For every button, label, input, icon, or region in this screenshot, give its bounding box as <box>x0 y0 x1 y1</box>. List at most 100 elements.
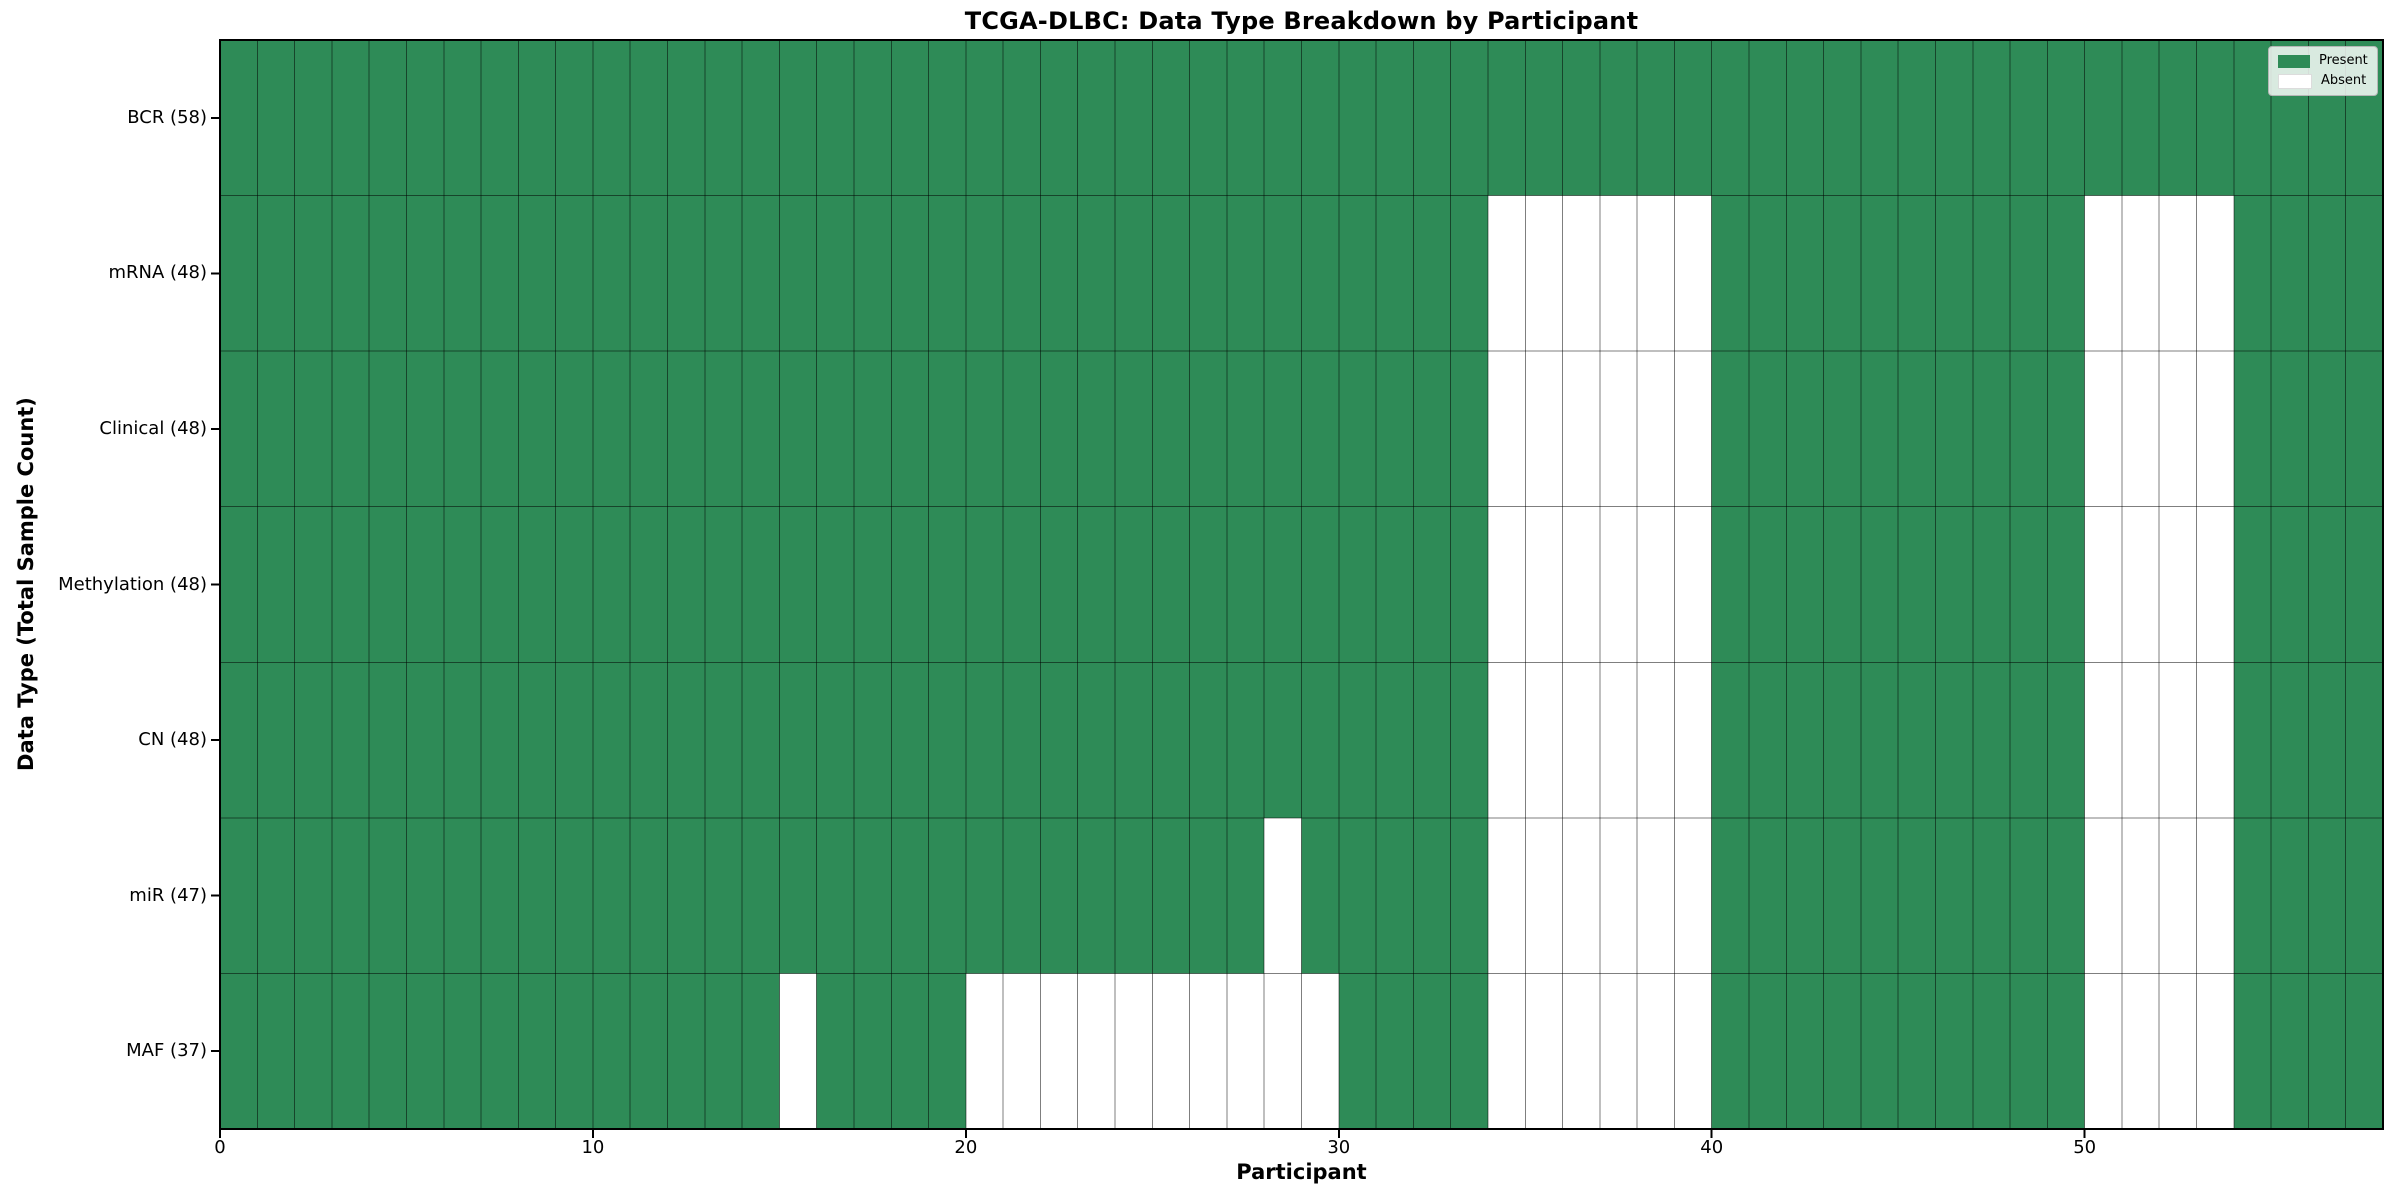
heatmap-cell-miR-34 <box>1487 817 1526 974</box>
legend-item-absent: Absent <box>2278 73 2368 89</box>
heatmap-cell-Clinical-47 <box>1972 351 2011 507</box>
heatmap-cell-CN-20 <box>965 662 1004 818</box>
heatmap-cell-miR-25 <box>1152 817 1190 974</box>
heatmap-cell-Methylation-7 <box>481 506 519 663</box>
x-tick-label-10: 10 <box>581 1137 605 1158</box>
heatmap-cell-mRNA-15 <box>779 195 817 352</box>
heatmap-cell-BCR-40 <box>1711 40 1750 196</box>
heatmap-cell-mRNA-5 <box>406 195 444 352</box>
heatmap-cell-mRNA-44 <box>1860 195 1899 352</box>
heatmap-cell-mRNA-39 <box>1674 195 1712 352</box>
heatmap-cell-Clinical-33 <box>1450 351 1488 507</box>
heatmap-cell-miR-26 <box>1189 817 1227 974</box>
heatmap-cell-mRNA-50 <box>2084 195 2122 352</box>
heatmap-cell-mRNA-20 <box>965 195 1004 352</box>
x-tick-label-50: 50 <box>2073 1137 2097 1158</box>
heatmap-cell-BCR-39 <box>1674 40 1712 196</box>
heatmap-cell-MAF-21 <box>1003 973 1041 1129</box>
heatmap-cell-Clinical-29 <box>1301 351 1339 507</box>
legend-label-present: Present <box>2319 53 2368 68</box>
heatmap-cell-Clinical-16 <box>816 351 854 507</box>
heatmap-cell-Methylation-14 <box>742 506 780 663</box>
heatmap-cell-Methylation-51 <box>2121 506 2160 663</box>
heatmap-cell-Clinical-25 <box>1152 351 1190 507</box>
heatmap-cell-MAF-8 <box>518 973 556 1129</box>
heatmap-cell-CN-56 <box>2308 662 2346 818</box>
heatmap-cell-CN-28 <box>1264 662 1302 818</box>
heatmap-cell-Methylation-26 <box>1189 506 1227 663</box>
heatmap-cell-BCR-8 <box>518 40 556 196</box>
heatmap-cell-miR-10 <box>592 817 631 974</box>
heatmap-cell-CN-47 <box>1972 662 2011 818</box>
heatmap-cell-miR-16 <box>816 817 854 974</box>
heatmap-cell-mRNA-18 <box>891 195 929 352</box>
heatmap-cell-CN-54 <box>2233 662 2272 818</box>
heatmap-cell-Clinical-8 <box>518 351 556 507</box>
heatmap-cell-Methylation-54 <box>2233 506 2272 663</box>
heatmap-cell-BCR-42 <box>1786 40 1824 196</box>
heatmap-cell-mRNA-54 <box>2233 195 2272 352</box>
heatmap-cell-Clinical-3 <box>331 351 370 507</box>
heatmap-cell-mRNA-41 <box>1749 195 1787 352</box>
heatmap-cell-Methylation-0 <box>220 506 258 663</box>
heatmap-cell-mRNA-7 <box>481 195 519 352</box>
heatmap-cell-BCR-26 <box>1189 40 1227 196</box>
heatmap-cell-miR-28 <box>1264 817 1302 974</box>
heatmap-cell-MAF-43 <box>1823 973 1861 1129</box>
heatmap-cell-BCR-16 <box>816 40 854 196</box>
heatmap-cell-mRNA-38 <box>1637 195 1675 352</box>
heatmap-cell-miR-57 <box>2345 817 2383 974</box>
heatmap-cell-MAF-48 <box>2010 973 2048 1129</box>
heatmap-cell-Clinical-54 <box>2233 351 2272 507</box>
heatmap-cell-miR-23 <box>1077 817 1116 974</box>
heatmap-cell-BCR-24 <box>1115 40 1153 196</box>
heatmap-cell-Clinical-40 <box>1711 351 1750 507</box>
heatmap-cell-Methylation-43 <box>1823 506 1861 663</box>
heatmap-cell-BCR-0 <box>220 40 258 196</box>
heatmap-cell-CN-9 <box>555 662 593 818</box>
heatmap-cell-Methylation-42 <box>1786 506 1824 663</box>
heatmap-cell-MAF-55 <box>2271 973 2309 1129</box>
y-tick-label-mRNA: mRNA (48) <box>108 262 208 284</box>
heatmap-cell-Clinical-50 <box>2084 351 2122 507</box>
heatmap-cell-Clinical-28 <box>1264 351 1302 507</box>
heatmap-cell-MAF-30 <box>1338 973 1377 1129</box>
heatmap-cell-mRNA-9 <box>555 195 593 352</box>
heatmap-cell-MAF-3 <box>331 973 370 1129</box>
heatmap-cell-BCR-19 <box>928 40 966 196</box>
heatmap-cell-BCR-53 <box>2196 40 2234 196</box>
y-tick-label-CN: CN (48) <box>138 729 207 751</box>
x-axis-label: Participant <box>1236 1160 1367 1184</box>
heatmap-cell-CN-48 <box>2010 662 2048 818</box>
heatmap-cell-MAF-32 <box>1413 973 1451 1129</box>
heatmap-cell-Clinical-37 <box>1599 351 1638 507</box>
heatmap-cell-mRNA-55 <box>2271 195 2309 352</box>
heatmap-cell-BCR-29 <box>1301 40 1339 196</box>
heatmap-cell-MAF-10 <box>592 973 631 1129</box>
heatmap-cell-mRNA-21 <box>1003 195 1041 352</box>
heatmap-cell-mRNA-16 <box>816 195 854 352</box>
heatmap-cell-Methylation-8 <box>518 506 556 663</box>
heatmap-cell-Clinical-13 <box>704 351 743 507</box>
heatmap-cell-BCR-15 <box>779 40 817 196</box>
heatmap-cell-MAF-22 <box>1040 973 1078 1129</box>
heatmap-cell-Methylation-20 <box>965 506 1004 663</box>
heatmap-cell-mRNA-13 <box>704 195 743 352</box>
plot-border <box>219 39 2384 1130</box>
heatmap-cell-miR-14 <box>742 817 780 974</box>
heatmap-cell-miR-15 <box>779 817 817 974</box>
heatmap-cell-MAF-54 <box>2233 973 2272 1129</box>
heatmap-cell-BCR-20 <box>965 40 1004 196</box>
heatmap-cell-BCR-32 <box>1413 40 1451 196</box>
heatmap-cell-MAF-35 <box>1525 973 1563 1129</box>
heatmap-cell-MAF-36 <box>1562 973 1600 1129</box>
heatmap-cell-BCR-14 <box>742 40 780 196</box>
heatmap-cell-CN-37 <box>1599 662 1638 818</box>
heatmap-cell-miR-24 <box>1115 817 1153 974</box>
heatmap-cell-CN-23 <box>1077 662 1116 818</box>
heatmap-cell-miR-37 <box>1599 817 1638 974</box>
heatmap-cell-CN-30 <box>1338 662 1377 818</box>
heatmap-cell-BCR-44 <box>1860 40 1899 196</box>
